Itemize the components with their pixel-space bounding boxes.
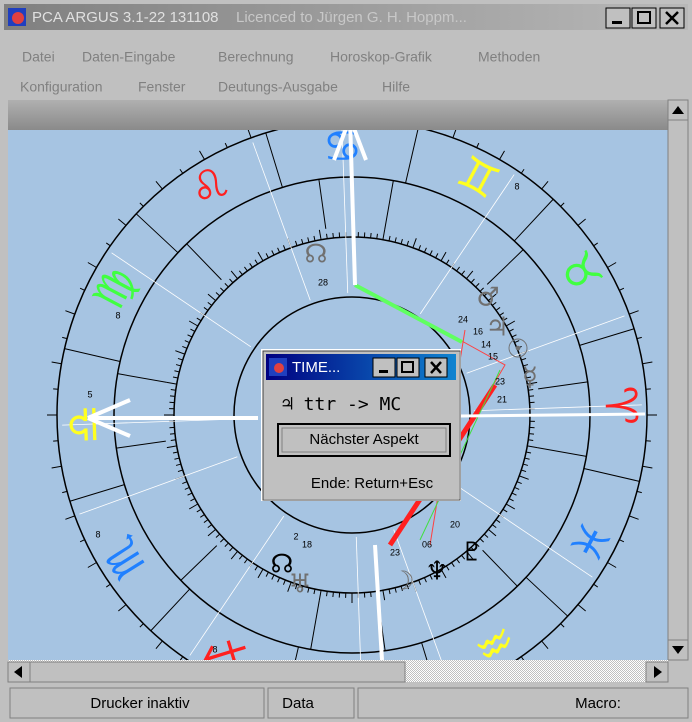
window-title: PCA ARGUS 3.1-22 131108 [32,9,219,26]
planet-glyph: ♅ [288,570,311,600]
degree-label: 23 [495,376,505,386]
inner-tick [377,234,378,239]
app-icon-dot [12,12,24,24]
inner-tick [171,440,176,441]
inner-tick [327,591,328,596]
descendant-axis [460,414,645,416]
dialog-minimize-icon [379,370,388,373]
planet-glyph: ♇ [460,538,483,568]
menu-item[interactable]: Methoden [478,49,540,65]
degree-label: 21 [497,394,507,404]
planet-glyph: ☿ [522,363,538,393]
next-aspect-label: Nächster Aspekt [309,431,419,448]
inner-tick [327,234,328,239]
degree-label: 8 [95,529,100,539]
time-dialog: TIME... ♃ ttr -> MC Nächster Aspekt Ende… [262,350,460,500]
degree-label: 20 [450,519,460,529]
dialog-maximize[interactable] [397,358,419,377]
window-licence: Licenced to Jürgen G. H. Hoppm... [236,9,467,26]
planet-glyph: ☽ [391,567,414,597]
degree-label: 8 [514,181,519,191]
menu-item[interactable]: Datei [22,49,55,65]
inner-tick [170,396,175,397]
inner-tick [171,390,176,391]
degree-label: 06 [422,539,432,549]
planet-glyph: ♃ [485,313,508,343]
window-buttons[interactable] [606,8,684,28]
inner-tick [529,434,534,435]
dialog-hint: Ende: Return+Esc [311,475,434,492]
planet-glyph: ♆ [425,557,448,587]
dialog-icon-dot [274,363,284,373]
degree-label: 28 [318,277,328,287]
degree-label: 8 [115,310,120,320]
horizontal-thumb[interactable] [30,662,405,682]
zodiac-sign: ♈ [594,385,646,426]
status-printer: Drucker inaktiv [90,695,190,712]
status-panel [358,688,688,718]
degree-label: 16 [473,326,483,336]
inner-tick [170,434,175,435]
menu-item[interactable]: Horoskop-Grafik [330,49,433,65]
menu-item[interactable]: Deutungs-Ausgabe [218,79,338,95]
menu-item[interactable]: Konfiguration [20,79,103,95]
minimize-button[interactable] [606,8,630,28]
menu-item[interactable]: Daten-Eingabe [82,49,176,65]
dialog-aspect: ♃ ttr -> MC [282,394,401,415]
degree-label: 24 [458,314,468,324]
planet-glyph: ☉ [506,335,529,365]
inner-tick [529,396,534,397]
menu-item[interactable]: Fenster [138,79,186,95]
degree-label: 8 [212,644,217,654]
app-window: PCA ARGUS 3.1-22 131108 Licenced to Jürg… [0,0,692,722]
planet-glyph: ☊ [304,240,327,270]
inner-tick [333,233,334,238]
degree-label: 18 [302,539,312,549]
degree-label: 14 [481,339,491,349]
degree-label: 23 [390,547,400,557]
menu-item[interactable]: Berechnung [218,49,294,65]
status-data: Data [282,695,314,712]
inner-tick [371,233,372,238]
inner-tick [371,592,372,597]
inner-tick [528,440,533,441]
vertical-thumb[interactable] [668,120,688,640]
dialog-title: TIME... [292,359,340,376]
degree-label: 2 [293,531,298,541]
dialog-minimize[interactable] [373,358,395,377]
planet-glyph: ♂ [476,283,499,313]
degree-label: 15 [488,351,498,361]
degree-label: 5 [87,389,92,399]
minimize-icon [612,21,622,24]
menu-item[interactable]: Hilfe [382,79,410,95]
inner-tick [333,592,334,597]
status-macro: Macro: [575,695,621,712]
toolbar-strip [8,100,668,130]
